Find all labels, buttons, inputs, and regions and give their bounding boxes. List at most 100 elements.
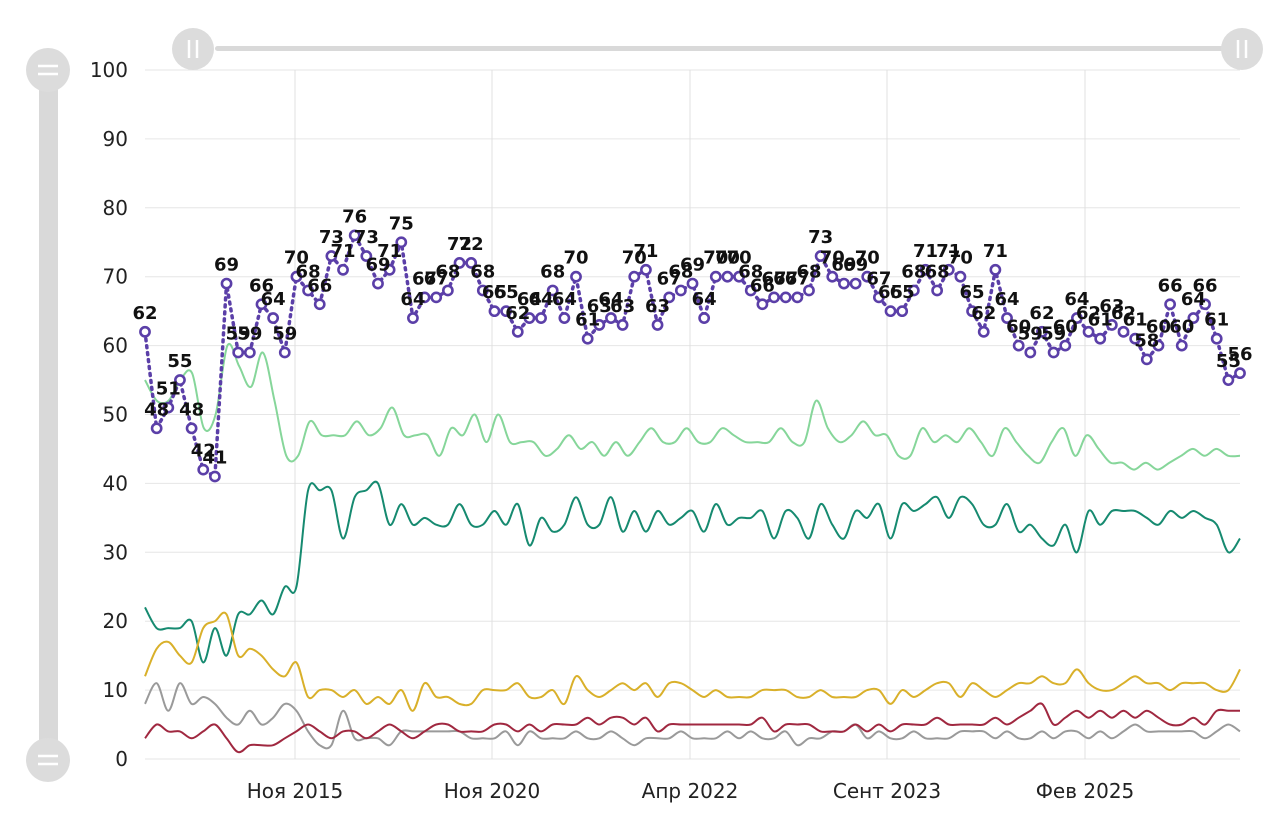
data-point-marker[interactable] xyxy=(500,305,513,318)
data-point-marker[interactable] xyxy=(1071,312,1083,324)
data-point-marker[interactable] xyxy=(174,374,186,386)
data-point-marker[interactable] xyxy=(896,305,909,318)
data-point-marker[interactable] xyxy=(546,284,559,297)
data-point-marker[interactable] xyxy=(185,422,198,435)
data-point-marker[interactable] xyxy=(1024,346,1037,359)
data-point-marker[interactable] xyxy=(1082,325,1095,338)
range-left-handle[interactable] xyxy=(172,28,214,70)
data-point-marker[interactable] xyxy=(1222,374,1235,386)
data-point-marker[interactable] xyxy=(1105,319,1118,331)
data-point-marker[interactable] xyxy=(383,263,396,276)
data-point-marker[interactable] xyxy=(1117,325,1130,338)
data-point-marker[interactable] xyxy=(733,270,745,283)
range-scrollbar-left[interactable] xyxy=(26,48,70,782)
data-point-marker[interactable] xyxy=(255,298,268,311)
data-point-marker[interactable] xyxy=(744,284,757,297)
data-point-marker[interactable] xyxy=(861,270,874,283)
data-point-marker[interactable] xyxy=(1210,332,1223,345)
data-point-marker[interactable] xyxy=(849,277,862,290)
data-point-marker[interactable] xyxy=(1140,353,1153,366)
data-point-marker[interactable] xyxy=(325,250,338,262)
data-point-marker[interactable] xyxy=(686,277,699,290)
data-point-marker[interactable] xyxy=(1012,339,1025,352)
data-point-marker[interactable] xyxy=(1187,312,1200,324)
data-point-marker[interactable] xyxy=(407,312,419,324)
data-point-marker[interactable] xyxy=(243,346,256,359)
data-point-marker[interactable] xyxy=(779,291,792,304)
data-point-marker[interactable] xyxy=(942,263,955,276)
data-point-marker[interactable] xyxy=(278,346,291,359)
data-point-marker[interactable] xyxy=(954,270,967,283)
data-point-marker[interactable] xyxy=(290,270,303,283)
data-point-marker[interactable] xyxy=(605,312,617,324)
data-point-marker[interactable] xyxy=(360,250,373,262)
data-point-marker[interactable] xyxy=(919,263,932,276)
data-point-marker[interactable] xyxy=(523,312,536,324)
data-point-marker[interactable] xyxy=(430,291,443,304)
data-point-marker[interactable] xyxy=(302,284,314,297)
data-point-marker[interactable] xyxy=(418,291,431,304)
data-point-marker[interactable] xyxy=(511,325,524,338)
data-point-marker[interactable] xyxy=(1234,367,1246,380)
data-point-marker[interactable] xyxy=(756,298,769,311)
data-point-marker[interactable] xyxy=(989,263,1002,276)
data-point-marker[interactable] xyxy=(872,291,885,304)
data-point-marker[interactable] xyxy=(570,270,582,283)
data-point-marker[interactable] xyxy=(628,270,641,283)
data-point-marker[interactable] xyxy=(337,263,349,276)
data-point-marker[interactable] xyxy=(721,270,734,283)
data-point-marker[interactable] xyxy=(826,270,839,283)
data-point-marker[interactable] xyxy=(150,422,163,435)
data-point-marker[interactable] xyxy=(1094,332,1107,345)
data-point-marker[interactable] xyxy=(931,284,944,297)
data-point-marker[interactable] xyxy=(1059,339,1072,352)
data-point-marker[interactable] xyxy=(1164,298,1177,311)
data-point-marker[interactable] xyxy=(674,284,687,297)
data-point-marker[interactable] xyxy=(1047,346,1060,359)
data-point-marker[interactable] xyxy=(139,325,151,338)
data-point-marker[interactable] xyxy=(267,312,280,324)
data-point-marker[interactable] xyxy=(372,277,384,290)
data-point-marker[interactable] xyxy=(465,257,478,269)
data-point-marker[interactable] xyxy=(441,284,454,297)
range-top-handle[interactable] xyxy=(26,48,70,92)
data-point-marker[interactable] xyxy=(208,470,221,483)
data-point-marker[interactable] xyxy=(488,305,501,318)
data-point-marker[interactable] xyxy=(1129,332,1142,345)
range-bottom-handle[interactable] xyxy=(26,738,70,782)
data-point-marker[interactable] xyxy=(1175,339,1188,352)
data-point-marker[interactable] xyxy=(395,236,408,249)
data-point-marker[interactable] xyxy=(663,291,676,304)
data-point-marker[interactable] xyxy=(640,263,652,276)
data-point-marker[interactable] xyxy=(884,305,897,318)
data-point-marker[interactable] xyxy=(348,229,361,242)
data-point-marker[interactable] xyxy=(709,270,722,283)
range-right-handle[interactable] xyxy=(1221,28,1263,70)
range-scrollbar-top[interactable] xyxy=(172,28,1263,70)
data-point-marker[interactable] xyxy=(593,319,606,331)
data-point-marker[interactable] xyxy=(1036,325,1048,338)
data-point-marker[interactable] xyxy=(476,284,489,297)
data-point-marker[interactable] xyxy=(803,284,815,297)
data-point-marker[interactable] xyxy=(814,250,827,262)
data-point-marker[interactable] xyxy=(162,401,175,414)
data-point-marker[interactable] xyxy=(1001,312,1013,324)
data-point-marker[interactable] xyxy=(966,305,978,318)
data-point-marker[interactable] xyxy=(232,346,245,359)
data-point-marker[interactable] xyxy=(616,319,629,331)
data-point-marker[interactable] xyxy=(558,312,571,324)
data-point-marker[interactable] xyxy=(698,312,711,324)
data-point-marker[interactable] xyxy=(651,319,664,331)
data-point-marker[interactable] xyxy=(581,332,594,345)
data-point-marker[interactable] xyxy=(791,291,804,304)
data-point-marker[interactable] xyxy=(977,325,990,338)
data-point-marker[interactable] xyxy=(907,284,920,297)
data-point-marker[interactable] xyxy=(838,277,850,290)
data-point-marker[interactable] xyxy=(313,298,326,311)
data-point-marker[interactable] xyxy=(535,312,547,324)
data-point-marker[interactable] xyxy=(1199,298,1211,311)
data-point-marker[interactable] xyxy=(453,257,466,269)
data-point-marker[interactable] xyxy=(220,277,233,290)
data-point-marker[interactable] xyxy=(1152,339,1165,352)
data-point-marker[interactable] xyxy=(768,291,780,304)
